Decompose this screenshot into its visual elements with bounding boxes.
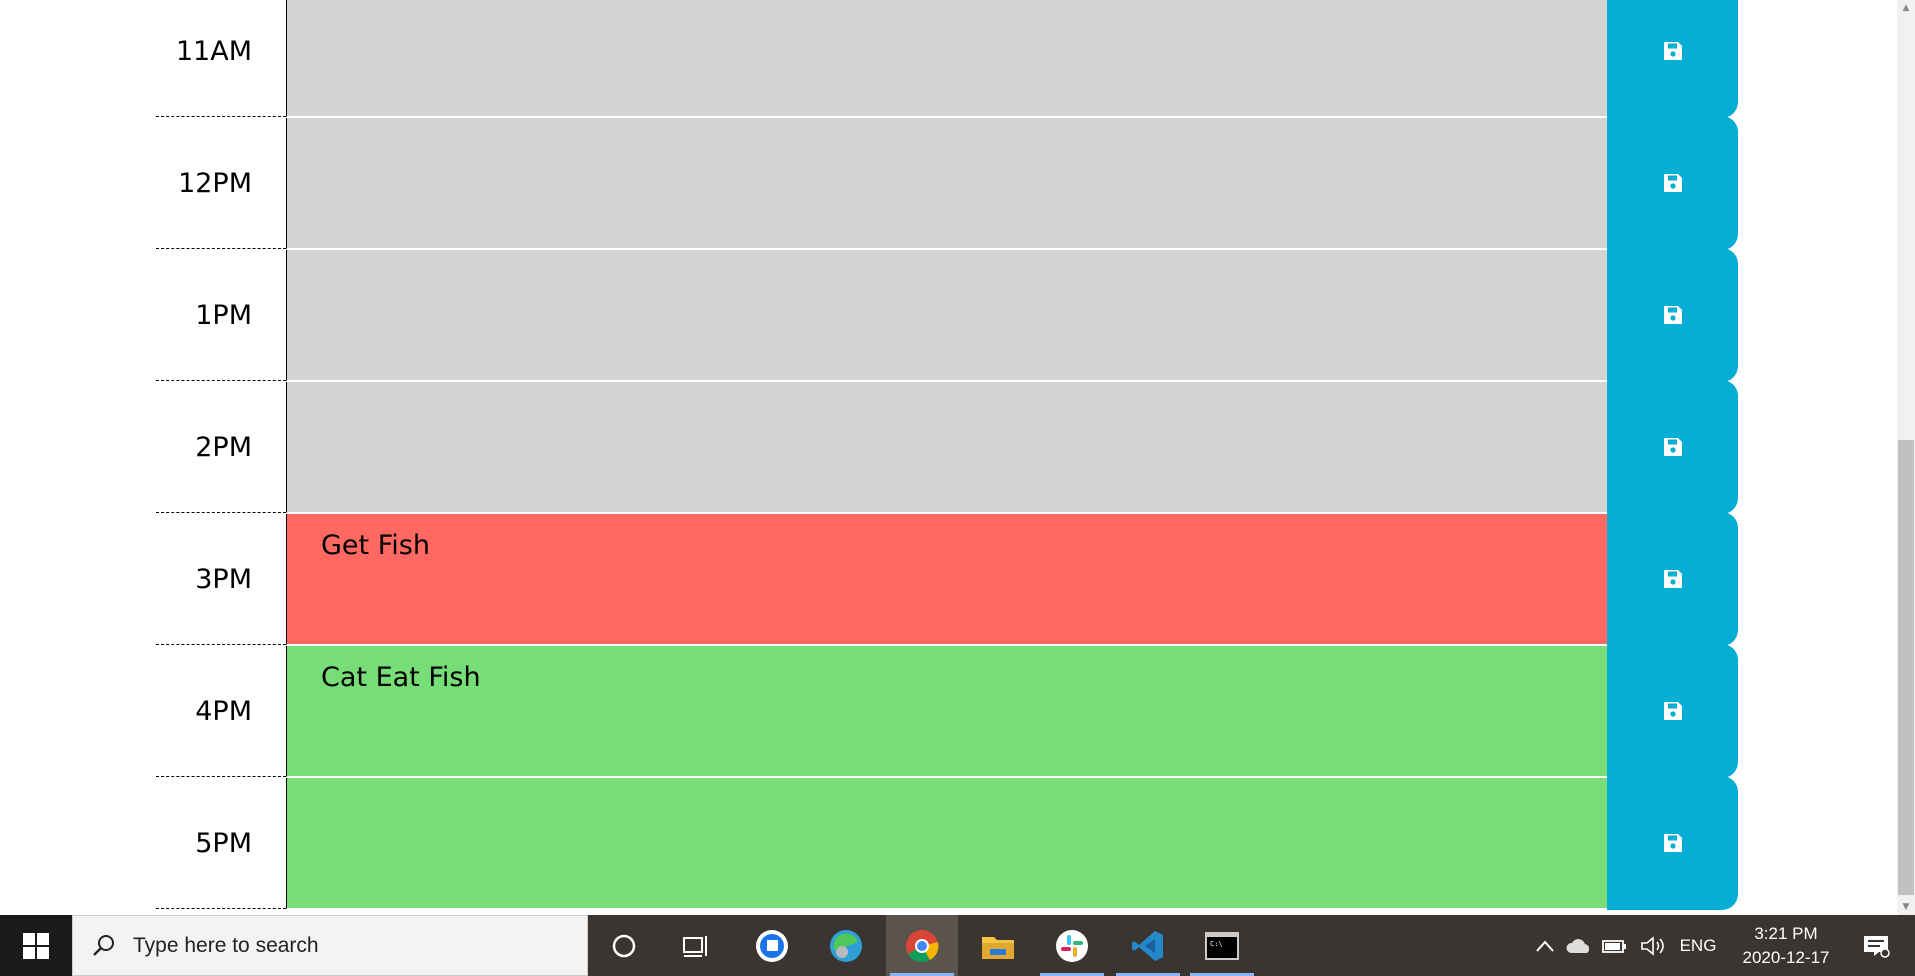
cortana-button[interactable] bbox=[588, 915, 660, 976]
time-block-1pm: 1PM bbox=[0, 248, 1897, 382]
language-button[interactable]: ENG bbox=[1674, 915, 1722, 976]
save-button[interactable] bbox=[1607, 380, 1738, 514]
vertical-scrollbar[interactable]: ▲ ▼ bbox=[1897, 0, 1915, 915]
chrome-button[interactable] bbox=[886, 915, 958, 976]
task-view-icon bbox=[683, 935, 707, 957]
notification-icon bbox=[1864, 935, 1890, 958]
save-button[interactable] bbox=[1607, 0, 1738, 118]
scroll-down-arrow-icon[interactable]: ▼ bbox=[1902, 902, 1910, 912]
battery-icon bbox=[1602, 939, 1626, 953]
taskbar-search-box[interactable]: Type here to search bbox=[72, 915, 588, 976]
edge-icon bbox=[830, 929, 862, 962]
chrome-icon bbox=[906, 929, 939, 962]
hour-label: 3PM bbox=[156, 514, 286, 645]
onedrive-cloud-icon bbox=[1566, 938, 1590, 953]
time-block-4pm: 4PM Cat Eat Fish bbox=[0, 644, 1897, 778]
save-button[interactable] bbox=[1607, 512, 1738, 646]
event-description[interactable] bbox=[286, 382, 1608, 513]
save-button[interactable] bbox=[1607, 248, 1738, 382]
day-scheduler: 11AM 12PM 1PM 2PM 3PM Get Fish 4PM Cat E… bbox=[0, 0, 1897, 910]
search-placeholder: Type here to search bbox=[133, 933, 319, 957]
time-block-11am: 11AM bbox=[0, 0, 1897, 118]
event-description[interactable]: Get Fish bbox=[286, 514, 1608, 645]
save-button[interactable] bbox=[1607, 644, 1738, 778]
clock-time: 3:21 PM bbox=[1754, 923, 1818, 943]
clock-button[interactable]: 3:21 PM 2020-12-17 bbox=[1732, 915, 1840, 976]
scroll-up-arrow-icon[interactable]: ▲ bbox=[1902, 3, 1910, 13]
event-description[interactable] bbox=[286, 778, 1608, 909]
hour-label: 5PM bbox=[156, 778, 286, 909]
time-block-12pm: 12PM bbox=[0, 116, 1897, 250]
greenshot-icon bbox=[756, 929, 788, 962]
floppy-disk-icon bbox=[1663, 438, 1682, 456]
windows-taskbar: Type here to search C:\ EN bbox=[0, 915, 1915, 976]
task-view-button[interactable] bbox=[660, 915, 732, 976]
greenshot-button[interactable] bbox=[736, 915, 808, 976]
volume-button[interactable] bbox=[1636, 915, 1670, 976]
event-description[interactable] bbox=[286, 250, 1608, 381]
floppy-disk-icon bbox=[1663, 702, 1682, 720]
edge-button[interactable] bbox=[810, 915, 882, 976]
language-indicator: ENG bbox=[1679, 935, 1717, 955]
time-block-2pm: 2PM bbox=[0, 380, 1897, 514]
clock-date: 2020-12-17 bbox=[1742, 947, 1830, 967]
start-button[interactable] bbox=[0, 915, 72, 976]
vscode-icon bbox=[1132, 930, 1163, 961]
scroll-thumb[interactable] bbox=[1898, 440, 1914, 895]
event-description[interactable]: Cat Eat Fish bbox=[286, 646, 1608, 777]
hour-label: 2PM bbox=[156, 382, 286, 513]
terminal-button[interactable]: C:\ bbox=[1186, 915, 1258, 976]
slack-icon bbox=[1056, 929, 1088, 962]
floppy-disk-icon bbox=[1663, 306, 1682, 324]
terminal-icon: C:\ bbox=[1205, 931, 1239, 960]
floppy-disk-icon bbox=[1663, 42, 1682, 60]
show-hidden-icons-button[interactable] bbox=[1530, 915, 1560, 976]
slack-button[interactable] bbox=[1036, 915, 1108, 976]
floppy-disk-icon bbox=[1663, 174, 1682, 192]
time-block-3pm: 3PM Get Fish bbox=[0, 512, 1897, 646]
file-explorer-button[interactable] bbox=[962, 915, 1034, 976]
cortana-icon bbox=[612, 934, 636, 957]
chevron-up-icon bbox=[1536, 939, 1554, 952]
hour-label: 1PM bbox=[156, 250, 286, 381]
battery-button[interactable] bbox=[1598, 915, 1632, 976]
file-explorer-icon bbox=[982, 936, 1014, 959]
svg-text:C:\: C:\ bbox=[1210, 940, 1223, 948]
event-description[interactable] bbox=[286, 118, 1608, 249]
event-description[interactable] bbox=[286, 0, 1608, 117]
vscode-button[interactable] bbox=[1112, 915, 1184, 976]
save-button[interactable] bbox=[1607, 776, 1738, 910]
search-icon bbox=[93, 934, 114, 956]
hour-label: 11AM bbox=[156, 0, 286, 117]
floppy-disk-icon bbox=[1663, 570, 1682, 588]
floppy-disk-icon bbox=[1663, 834, 1682, 852]
time-block-5pm: 5PM bbox=[0, 776, 1897, 910]
hour-label: 12PM bbox=[156, 118, 286, 249]
action-center-button[interactable] bbox=[1852, 915, 1900, 976]
volume-icon bbox=[1641, 935, 1664, 956]
onedrive-button[interactable] bbox=[1562, 915, 1596, 976]
windows-logo-icon bbox=[23, 932, 49, 959]
hour-label: 4PM bbox=[156, 646, 286, 777]
save-button[interactable] bbox=[1607, 116, 1738, 250]
